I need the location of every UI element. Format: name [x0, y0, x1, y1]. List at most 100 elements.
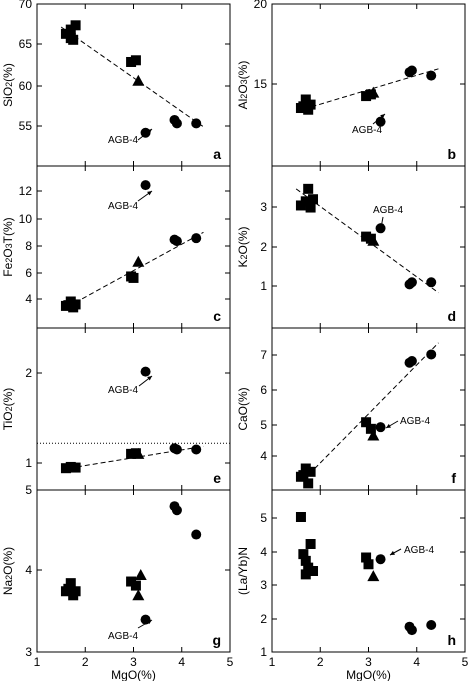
- x-tick-label: 3: [365, 655, 372, 669]
- data-point-square: [363, 559, 374, 570]
- y-tick-label: 4: [25, 563, 32, 577]
- y-tick-label: 8: [25, 239, 32, 253]
- trend-line: [60, 26, 204, 128]
- y-axis-label: SiO2(%): [1, 63, 15, 107]
- data-point-square: [295, 512, 306, 522]
- y-tick-label: 60: [19, 79, 33, 93]
- data-point-circle: [406, 625, 417, 636]
- data-point-circle: [375, 422, 386, 433]
- panel-letter: d: [447, 308, 456, 324]
- y-tick-label: 3: [25, 645, 32, 659]
- data-point-circle: [406, 356, 417, 367]
- data-point-circle: [140, 366, 151, 377]
- x-tick-label: 2: [317, 655, 324, 669]
- x-tick-label: 4: [413, 655, 420, 669]
- x-tick-label: 5: [462, 655, 469, 669]
- x-tick-label: 2: [82, 655, 89, 669]
- panel-d: 1 2 3 K2O(%) AGB-4 d: [236, 165, 466, 329]
- data-point-triangle: [367, 429, 380, 441]
- panel-frame: [271, 165, 466, 329]
- annotation-label: AGB-4: [352, 125, 382, 136]
- panel-e: 1 2 TiO2(%) AGB-4 e: [1, 327, 231, 491]
- trend-line: [60, 231, 204, 311]
- y-axis-label: Al2O3(%): [236, 61, 250, 110]
- trend-line: [303, 342, 439, 481]
- panel-letter: e: [213, 470, 221, 486]
- data-point-square: [308, 194, 319, 205]
- panel-letter: b: [447, 146, 456, 162]
- y-tick-label: 4: [260, 545, 267, 559]
- y-tick-label: 10: [19, 212, 33, 226]
- y-tick-label: 6: [260, 383, 267, 397]
- x-axis-label: MgO(%): [111, 668, 156, 681]
- x-tick-label: 1: [269, 655, 276, 669]
- y-axis-label: Na2O(%): [1, 547, 15, 595]
- annotation-label: AGB-4: [108, 385, 138, 396]
- data-point-square: [305, 202, 316, 213]
- annotation-arrowhead: [147, 129, 152, 134]
- x-tick-label: 3: [130, 655, 137, 669]
- data-point-square: [298, 101, 309, 112]
- data-point-circle: [426, 277, 437, 288]
- data-point-triangle: [132, 74, 145, 86]
- x-axis-label: MgO(%): [346, 668, 391, 681]
- data-point-circle: [171, 236, 182, 247]
- panel-b: 15 20 Al2O3(%) AGB-4 b: [236, 0, 466, 167]
- data-point-circle: [191, 233, 202, 244]
- data-point-circle: [171, 505, 182, 516]
- panel-letter: a: [213, 146, 221, 162]
- annotation-label: AGB-4: [404, 545, 434, 556]
- y-tick-label: 12: [19, 184, 33, 198]
- data-point-square: [298, 549, 309, 560]
- data-point-square: [300, 569, 311, 580]
- data-point-square: [70, 20, 81, 31]
- data-point-square: [65, 578, 76, 589]
- annotation-label: AGB-4: [108, 201, 138, 212]
- y-tick-label: 1: [25, 456, 32, 470]
- panel-letter: g: [212, 632, 221, 648]
- panel-letter: c: [213, 308, 221, 324]
- data-point-square: [128, 272, 139, 283]
- data-point-circle: [171, 444, 182, 455]
- y-tick-label: 4: [260, 449, 267, 463]
- annotation-arrowhead: [380, 114, 385, 119]
- data-point-square: [300, 196, 311, 207]
- data-point-square: [298, 470, 309, 481]
- data-point-square: [300, 94, 311, 105]
- data-point-circle: [191, 529, 202, 540]
- data-point-square: [361, 552, 372, 563]
- data-point-square: [70, 586, 81, 597]
- data-point-square: [305, 99, 316, 110]
- y-tick-label: 65: [19, 37, 33, 51]
- panel-c: 4 6 8 10 12 Fe2O3T(%) AGB-4 c: [1, 165, 231, 329]
- data-point-triangle: [367, 234, 380, 246]
- y-axis-label: CaO(%): [236, 387, 250, 430]
- y-tick-label: 7: [260, 348, 267, 362]
- data-point-square: [305, 466, 316, 477]
- y-tick-label: 3: [260, 578, 267, 592]
- annotation-arrowhead: [390, 550, 395, 555]
- x-tick-label: 1: [34, 655, 41, 669]
- data-point-triangle: [132, 589, 145, 601]
- panel-f: 4 5 6 7 CaO(%) AGB-4 f: [236, 327, 466, 491]
- annotation-label: AGB-4: [108, 631, 138, 642]
- data-point-triangle: [367, 86, 380, 98]
- data-point-triangle: [132, 255, 145, 267]
- y-axis-label: Fe2O3T(%): [1, 217, 15, 276]
- y-tick-label: 20: [254, 0, 268, 11]
- y-tick-label: 6: [25, 266, 32, 280]
- y-tick-label: 5: [25, 483, 32, 497]
- data-point-circle: [406, 65, 417, 76]
- y-tick-label: 1: [260, 645, 267, 659]
- data-point-square: [308, 566, 319, 576]
- y-tick-label: 5: [260, 511, 267, 525]
- y-tick-label: 1: [260, 279, 267, 293]
- y-tick-label: 70: [19, 0, 33, 11]
- annotation-arrowhead: [379, 223, 384, 228]
- y-tick-label: 5: [260, 418, 267, 432]
- data-point-square: [365, 423, 376, 434]
- annotation-arrowhead: [147, 191, 152, 196]
- panel-g: 1 2 3 4 5 3 4 5 Na2O(%) AGB-4 g MgO(%): [1, 483, 234, 681]
- annotation-arrowhead: [386, 423, 391, 428]
- y-tick-label: 4: [25, 292, 32, 306]
